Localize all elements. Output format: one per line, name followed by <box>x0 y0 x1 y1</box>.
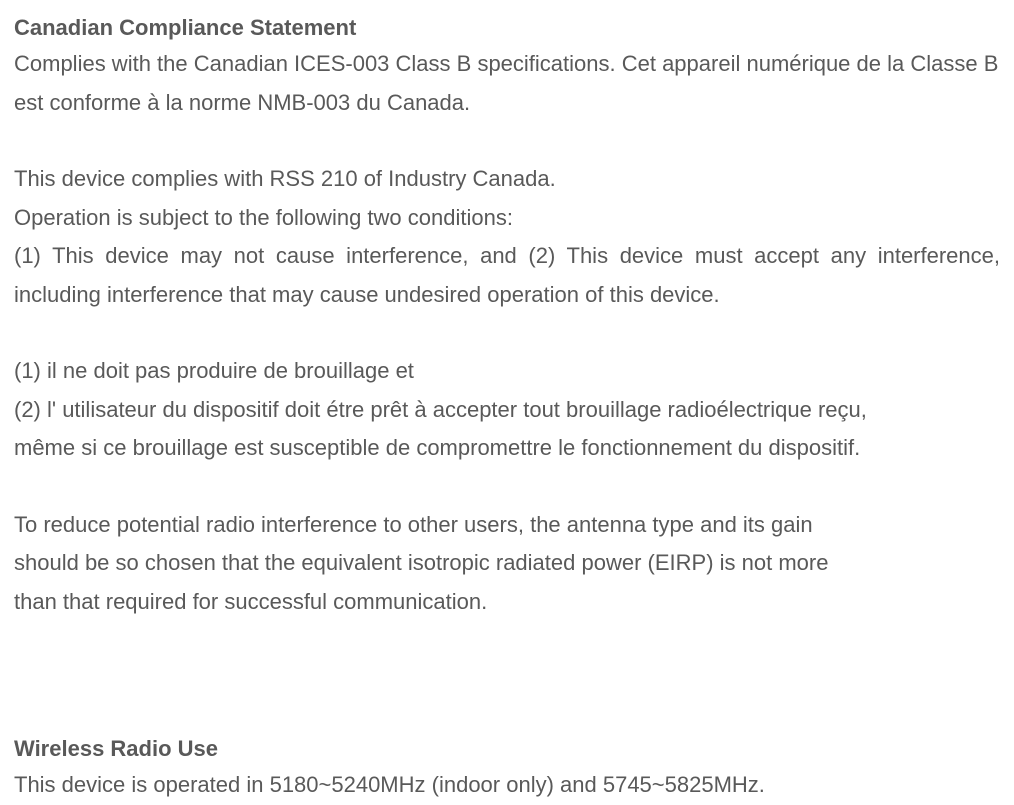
section-heading-wireless: Wireless Radio Use <box>14 731 1000 766</box>
paragraph-text: should be so chosen that the equivalent … <box>14 544 1000 583</box>
spacer <box>14 621 1000 731</box>
document-body: Canadian Compliance Statement Complies w… <box>14 10 1000 805</box>
paragraph-text: This device complies with RSS 210 of Ind… <box>14 160 1000 199</box>
paragraph-text: même si ce brouillage est susceptible de… <box>14 429 1000 468</box>
spacer <box>14 122 1000 160</box>
paragraph-text: than that required for successful commun… <box>14 583 1000 622</box>
section-heading-canadian: Canadian Compliance Statement <box>14 10 1000 45</box>
paragraph-text: (1) il ne doit pas produire de brouillag… <box>14 352 1000 391</box>
spacer <box>14 314 1000 352</box>
spacer <box>14 468 1000 506</box>
paragraph-text: (2) l' utilisateur du dispositif doit ét… <box>14 391 1000 430</box>
paragraph-text: To reduce potential radio interference t… <box>14 506 1000 545</box>
paragraph-text: (1) This device may not cause interferen… <box>14 237 1000 314</box>
paragraph-text: Operation is subject to the following tw… <box>14 199 1000 238</box>
paragraph-text: This device is operated in 5180~5240MHz … <box>14 766 1000 805</box>
paragraph-text: Complies with the Canadian ICES-003 Clas… <box>14 45 1000 122</box>
